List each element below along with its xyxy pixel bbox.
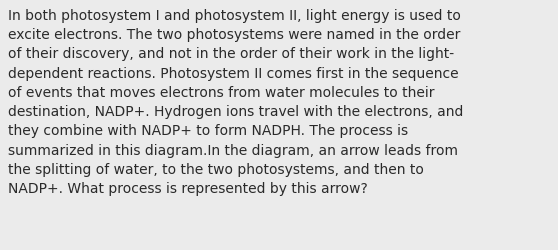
Text: In both photosystem I and photosystem II, light energy is used to
excite electro: In both photosystem I and photosystem II… — [8, 9, 464, 196]
